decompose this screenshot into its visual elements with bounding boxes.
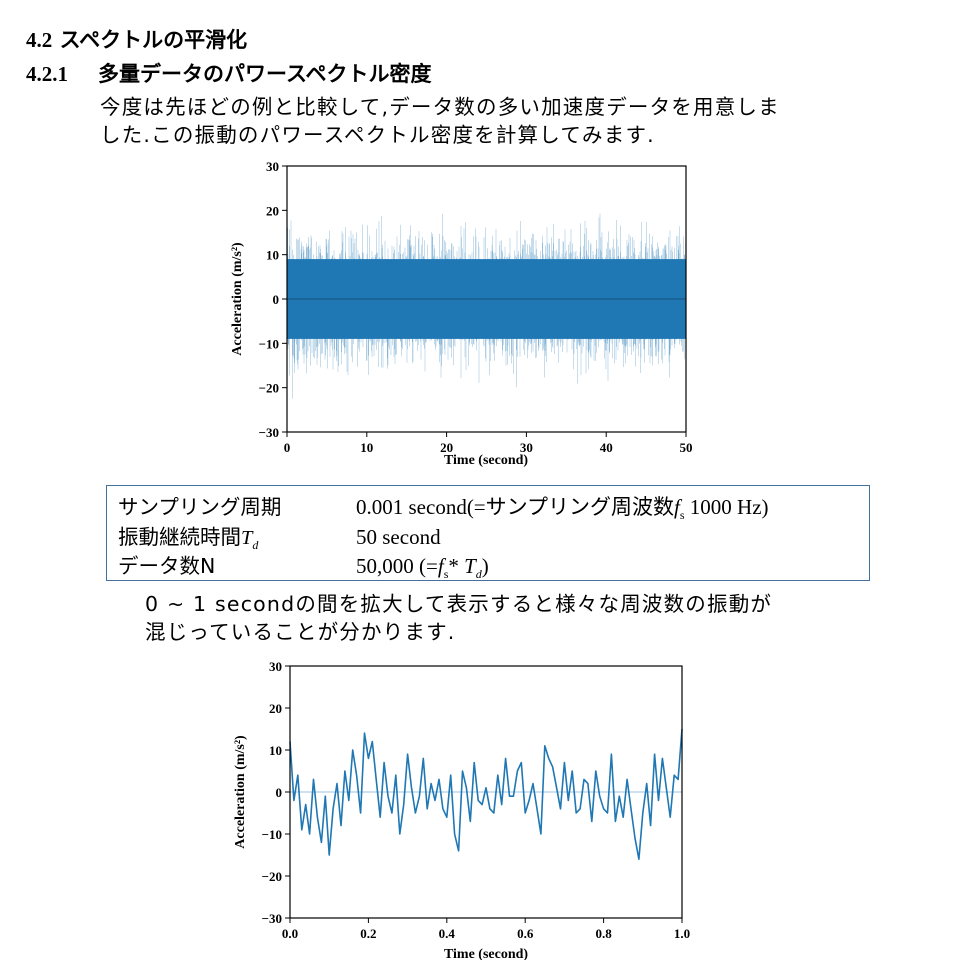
chart1-y-tick-label: −20: [259, 381, 279, 396]
chart2-ticks: 0.0 0.2 0.4 0.6 0.8 1.0 30 20 10 0 −10 −20 −30: [262, 659, 691, 941]
chart2-x-axis-label: Time (second): [444, 947, 528, 960]
chart1-y-tick-label: −10: [259, 336, 279, 351]
info-row-duration: 振動継続時間Td 50 second: [118, 520, 441, 553]
middle-line-2: 混じっていることが分かります.: [145, 620, 456, 644]
duration-label-text: 振動継続時間: [118, 525, 241, 549]
fs-subscript-2: s: [443, 567, 449, 582]
td-symbol: T: [241, 527, 253, 549]
multiply-sign: *: [448, 554, 465, 578]
chart1-y-tick-label: −30: [259, 425, 279, 440]
chart1-x-tick-label: 10: [360, 440, 373, 455]
chart1-y-tick-label: 30: [266, 159, 279, 174]
info-row-data-count: データ数N 50,000 (=fs* Td): [118, 549, 489, 582]
chart2-y-tick-label: −30: [262, 911, 282, 926]
chart2-y-tick-label: −20: [262, 869, 282, 884]
chart1-y-tick-label: 0: [273, 292, 280, 307]
middle-line-1: 0 ~ 1 secondの間を拡大して表示すると様々な周波数の振動が: [145, 592, 773, 616]
intro-line-2: した.この振動のパワースペクトル密度を計算してみます.: [100, 123, 655, 147]
chart1-y-axis-label: Acceleration (m/s²): [230, 242, 245, 356]
fs-symbol: f: [674, 495, 680, 519]
chart1-y-tick-label: 10: [266, 248, 279, 263]
intro-paragraph: 今度は先ほどの例と比較して,データ数の多い加速度データを用意しま した.この振動…: [100, 93, 780, 149]
data-count-value-text: 50,000 (=: [356, 554, 438, 578]
subsection-title: 多量データのパワースペクトル密度: [98, 62, 432, 86]
chart2-x-tick-label: 1.0: [674, 926, 690, 941]
acceleration-chart-zoom: 0.0 0.2 0.4 0.6 0.8 1.0 30 20 10 0 −10 −20 −30 Time …: [233, 659, 691, 960]
intro-line-1: 今度は先ほどの例と比較して,データ数の多い加速度データを用意しま: [100, 95, 780, 119]
subsection-number: 4.2.1: [26, 62, 68, 86]
middle-paragraph: 0 ~ 1 secondの間を拡大して表示すると様々な周波数の振動が 混じってい…: [145, 590, 772, 646]
chart2-data-layer: [289, 728, 683, 860]
subsection-heading: 4.2.1 多量データのパワースペクトル密度: [26, 58, 431, 88]
chart2-y-tick-label: 0: [276, 785, 283, 800]
td-subscript: d: [252, 538, 259, 553]
chart1-y-tick-label: 20: [266, 203, 279, 218]
section-heading: 4.2 スペクトルの平滑化: [26, 24, 247, 54]
section-number: 4.2: [26, 28, 53, 52]
section-title: スペクトルの平滑化: [59, 28, 248, 52]
data-count-label: データ数N: [118, 554, 216, 578]
chart2-x-tick-label: 0.2: [360, 926, 376, 941]
chart1-x-tick-label: 50: [680, 440, 693, 455]
chart2-y-tick-label: −10: [262, 827, 282, 842]
chart2-x-tick-label: 0.8: [595, 926, 612, 941]
data-count-close: ): [481, 554, 489, 578]
chart1-x-tick-label: 0: [284, 440, 291, 455]
chart2-x-tick-label: 0.6: [517, 926, 534, 941]
fs-symbol-2: f: [437, 554, 444, 578]
chart2-x-tick-label: 0.0: [282, 926, 298, 941]
sampling-period-label: サンプリング周期: [118, 495, 282, 519]
chart2-y-tick-label: 30: [269, 659, 282, 674]
sampling-period-value: 0.001 second(=サンプリング周波数fs 1000 Hz): [356, 495, 769, 523]
duration-value: 50 second: [356, 525, 441, 549]
chart1-data-layer: [286, 213, 686, 399]
chart1-x-axis-label: Time (second): [444, 453, 528, 468]
fs-subscript: s: [679, 508, 685, 523]
chart2-x-tick-label: 0.4: [439, 926, 456, 941]
acceleration-chart-full: 0 10 20 30 40 50 30 20 10 0 −10 −20 −30 Time (second…: [230, 159, 693, 468]
info-row-sampling-period: サンプリング周期 0.001 second(=サンプリング周波数fs 1000 H…: [118, 490, 769, 523]
chart2-y-tick-label: 10: [269, 743, 282, 758]
td-symbol-2: T: [464, 554, 476, 578]
chart2-y-axis-label: Acceleration (m/s²): [233, 735, 248, 849]
chart1-ticks: 0 10 20 30 40 50 30 20 10 0 −10 −20 −30: [259, 159, 693, 455]
sampling-frequency-text: 1000 Hz): [684, 495, 769, 519]
chart1-x-tick-label: 40: [600, 440, 613, 455]
chart1-x-tick-label: 30: [520, 440, 533, 455]
duration-label: 振動継続時間Td: [118, 520, 356, 553]
chart2-y-tick-label: 20: [269, 701, 282, 716]
sampling-info-table: サンプリング周期 0.001 second(=サンプリング周波数fs 1000 H…: [106, 485, 870, 581]
chart2-series-line: [289, 728, 683, 860]
data-count-value: 50,000 (=fs* Td): [356, 554, 489, 582]
chart1-x-tick-label: 20: [440, 440, 453, 455]
td-subscript-2: d: [475, 567, 482, 582]
sampling-period-value-text: 0.001 second(=サンプリング周波数: [356, 495, 675, 519]
